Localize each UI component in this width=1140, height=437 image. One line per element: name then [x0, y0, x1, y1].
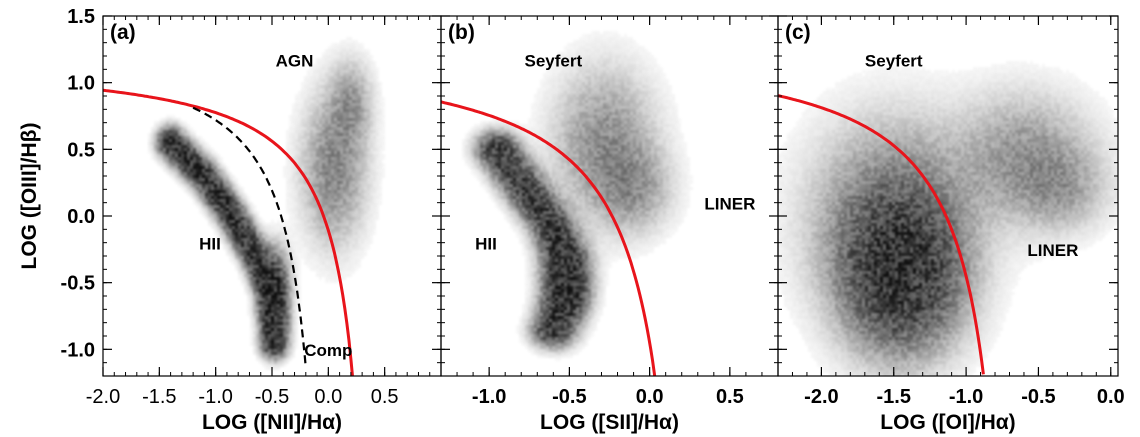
x-tick-label: 0.0	[1097, 386, 1125, 408]
x-axis-title: LOG ([SII]/Hα)	[540, 411, 679, 434]
x-tick-label: -1.0	[198, 386, 232, 408]
y-tick-label: 1.0	[67, 73, 95, 95]
y-tick-label: 1.5	[67, 6, 95, 28]
x-axis-title: LOG ([NII]/Hα)	[202, 411, 342, 434]
x-tick-label: -0.5	[552, 386, 586, 408]
x-tick-label: 0.5	[371, 386, 399, 408]
x-tick-label: 0.0	[314, 386, 342, 408]
x-tick-label: -0.5	[1021, 386, 1055, 408]
x-tick-label: -0.5	[255, 386, 289, 408]
panel-label-c: (c)	[785, 21, 811, 44]
y-tick-label: 0.5	[67, 139, 95, 161]
panel-c: -2.0 -1.5 -1.0 -0.5 0.0 (c) Seyfert LINER LOG ([…	[778, 16, 1125, 434]
x-tick-label: -2.0	[804, 386, 838, 408]
x-tick-label: -1.5	[877, 386, 911, 408]
panel-b: -1.0 -0.5 0.0 0.5 (b) Seyfert HII LINER LOG ([SI…	[441, 16, 778, 434]
x-axis-title: LOG ([OI]/Hα)	[880, 411, 1015, 434]
region-label-agn: AGN	[276, 52, 314, 71]
region-label-hii: HII	[199, 234, 221, 253]
panel-a: -2.0 -1.5 -1.0 -0.5 0.0 0.5 -1.0 -0.5 0.0 0.5 1.0 1…	[61, 6, 441, 434]
region-label-seyfert: Seyfert	[865, 52, 923, 71]
region-label-comp: Comp	[304, 341, 352, 360]
region-label-liner: LINER	[1027, 241, 1078, 260]
y-tick-label: 0.0	[67, 206, 95, 228]
density-field	[778, 61, 1120, 376]
y-axis-title: LOG ([OIII]/Hβ)	[18, 123, 41, 270]
panel-label-a: (a)	[110, 21, 136, 44]
density-field	[148, 37, 385, 370]
x-tick-label: -1.5	[142, 386, 176, 408]
x-tick-label: -1.0	[949, 386, 983, 408]
region-label-liner: LINER	[704, 194, 755, 213]
x-tick-label: -2.0	[86, 386, 120, 408]
x-tick-label: 0.0	[636, 386, 664, 408]
x-tick-label: 0.5	[716, 386, 744, 408]
panel-label-b: (b)	[448, 21, 475, 44]
region-label-seyfert: Seyfert	[525, 52, 583, 71]
density-field	[462, 31, 693, 361]
y-tick-label: -1.0	[61, 339, 95, 361]
region-label-hii: HII	[475, 234, 497, 253]
x-tick-label: -1.0	[472, 386, 506, 408]
y-tick-label: -0.5	[61, 273, 95, 295]
